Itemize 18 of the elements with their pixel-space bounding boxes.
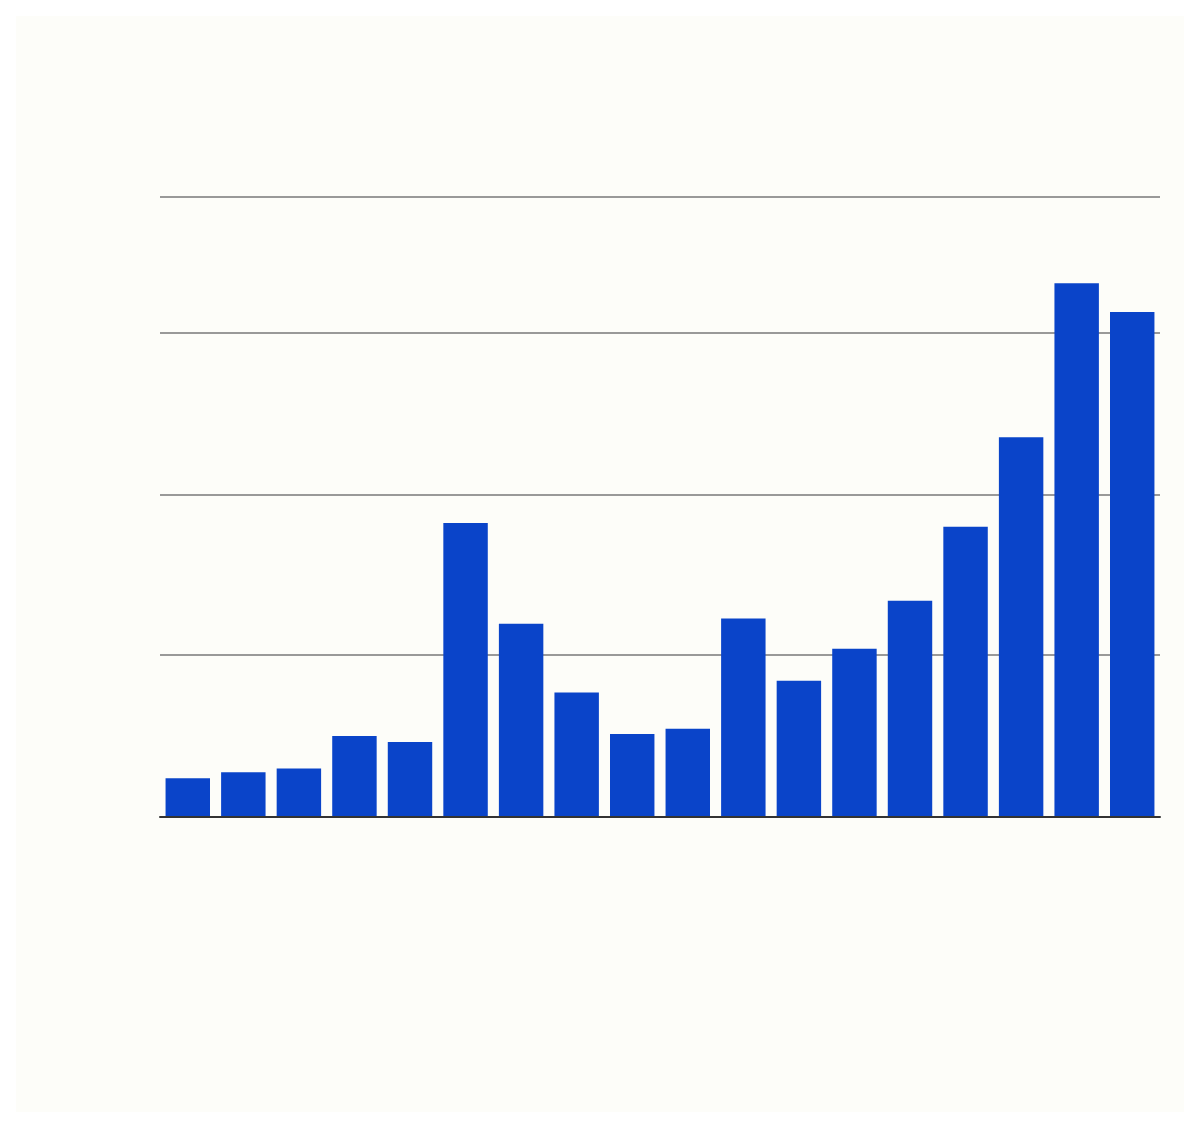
bar: [1110, 312, 1155, 816]
bar: [276, 768, 322, 816]
bar: [665, 728, 710, 816]
bar: [165, 778, 210, 816]
bar: [943, 526, 988, 816]
bar: [832, 648, 877, 816]
bar: [776, 680, 822, 816]
bar: [887, 600, 933, 816]
bar: [443, 523, 488, 816]
bar: [1054, 283, 1099, 816]
bar: [498, 623, 544, 816]
bar: [221, 772, 266, 816]
bar: [610, 733, 655, 816]
bar: [387, 741, 433, 816]
bar: [721, 618, 766, 816]
bar: [998, 437, 1044, 816]
bar: [332, 736, 377, 816]
bar: [554, 692, 599, 816]
